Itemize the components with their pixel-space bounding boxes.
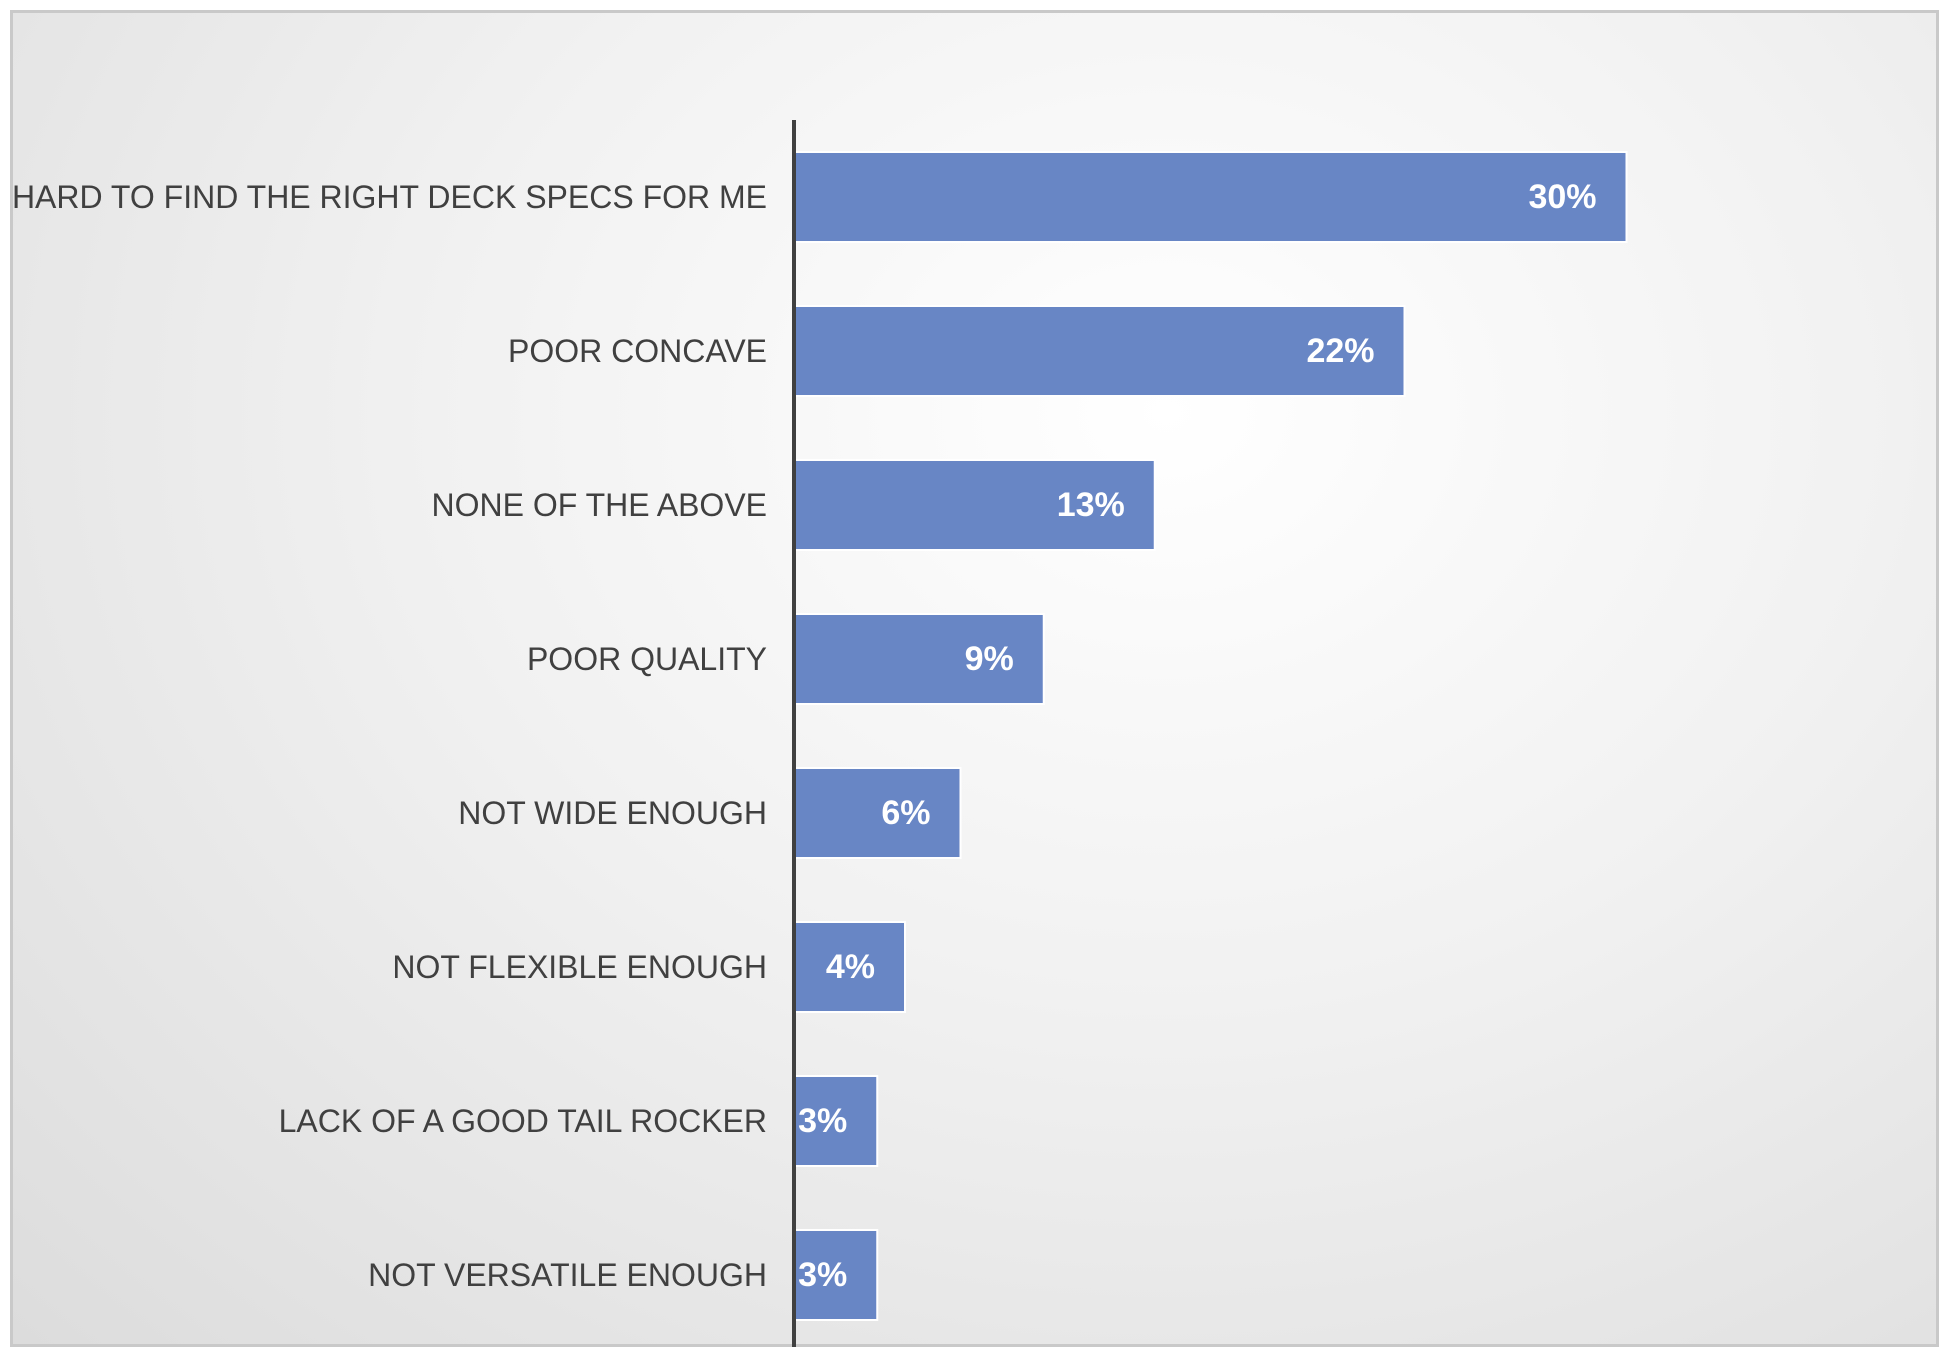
category-label: POOR QUALITY (527, 641, 767, 677)
category-label: NONE OF THE ABOVE (432, 487, 767, 523)
value-label: 4% (826, 948, 875, 986)
bar (793, 767, 962, 859)
value-label: 30% (1528, 178, 1596, 216)
bar-chart: HARD TO FIND THE RIGHT DECK SPECS FOR ME… (13, 120, 1628, 1347)
bar (793, 613, 1045, 705)
category-label: NOT FLEXIBLE ENOUGH (392, 949, 767, 985)
chart-frame: HARD TO FIND THE RIGHT DECK SPECS FOR ME… (10, 10, 1939, 1347)
value-label: 13% (1057, 486, 1125, 524)
category-label: HARD TO FIND THE RIGHT DECK SPECS FOR ME (13, 179, 767, 215)
bar (793, 305, 1406, 397)
bar (793, 921, 906, 1013)
value-label: 6% (881, 794, 930, 832)
category-label: LACK OF A GOOD TAIL ROCKER (279, 1103, 767, 1139)
value-label: 22% (1306, 332, 1374, 370)
bar (793, 1075, 879, 1167)
value-label: 3% (798, 1256, 847, 1294)
category-label: NOT VERSATILE ENOUGH (368, 1257, 767, 1293)
value-label: 3% (798, 1102, 847, 1140)
value-label: 9% (965, 640, 1014, 678)
bar (793, 151, 1628, 243)
bar (793, 459, 1156, 551)
category-label: POOR CONCAVE (508, 333, 767, 369)
category-label: NOT WIDE ENOUGH (458, 795, 767, 831)
